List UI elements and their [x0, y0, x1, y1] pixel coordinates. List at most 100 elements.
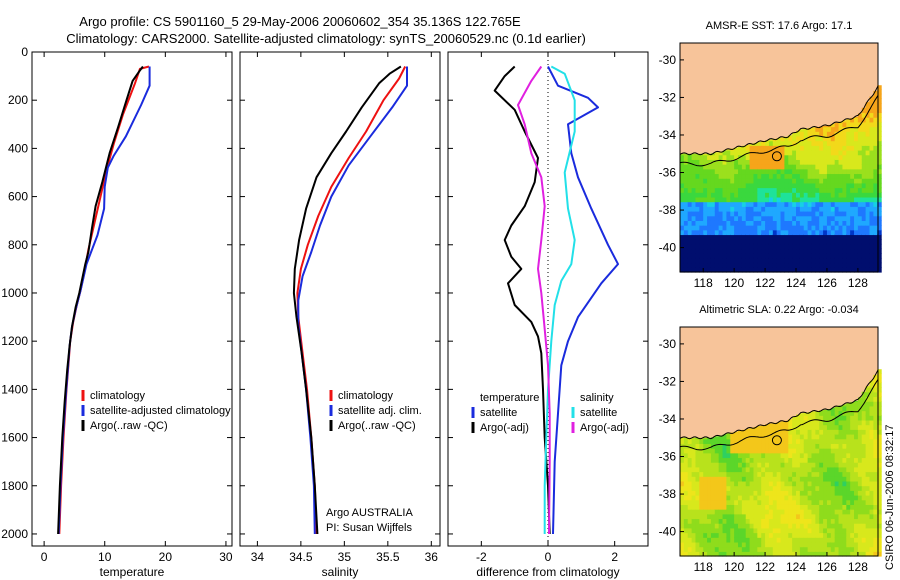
- field-cell: [788, 225, 793, 231]
- field-cell: [857, 239, 863, 245]
- field-cell: [869, 98, 874, 104]
- field-cell: [873, 377, 878, 383]
- field-cell: [796, 149, 801, 156]
- field-cell: [877, 234, 882, 240]
- field-cell: [699, 225, 704, 231]
- field-cell: [792, 168, 797, 175]
- field-cell: [838, 452, 844, 459]
- field-cell: [680, 457, 685, 463]
- field-cell: [757, 267, 762, 273]
- field-cell: [734, 147, 739, 151]
- field-cell: [873, 192, 878, 198]
- field-cell: [803, 140, 809, 146]
- field-cell: [850, 159, 855, 165]
- field-cell: [869, 107, 874, 114]
- field-cell: [738, 471, 743, 477]
- field-cell: [772, 149, 778, 156]
- field-cell: [765, 457, 770, 463]
- field-cell: [857, 262, 863, 268]
- field-cell: [788, 257, 793, 264]
- field-cell: [780, 187, 786, 193]
- field-cell: [730, 159, 735, 165]
- field-cell: [869, 253, 874, 259]
- field-cell: [850, 164, 855, 170]
- field-cell: [772, 546, 778, 552]
- field-cell: [803, 164, 809, 170]
- field-cell: [873, 401, 878, 407]
- field-cell: [834, 173, 840, 179]
- field-cell: [730, 452, 735, 459]
- field-cell: [695, 173, 700, 179]
- field-cell: [869, 225, 874, 231]
- field-cell: [710, 187, 716, 193]
- field-cell: [830, 433, 836, 440]
- field-cell: [718, 527, 724, 534]
- field-cell: [815, 187, 820, 193]
- field-cell: [826, 239, 832, 245]
- field-cell: [807, 178, 813, 184]
- field-cell: [722, 253, 728, 259]
- field-cell: [765, 513, 770, 520]
- field-cell: [807, 131, 813, 137]
- field-cell: [842, 225, 847, 231]
- field-cell: [757, 168, 762, 175]
- field-cell: [738, 448, 743, 454]
- field-cell: [768, 423, 774, 426]
- field-cell: [830, 248, 836, 254]
- field-cell: [699, 466, 704, 473]
- field-cell: [753, 476, 758, 482]
- field-cell: [861, 234, 867, 240]
- field-cell: [823, 234, 828, 240]
- field-cell: [765, 262, 770, 268]
- field-cell: [768, 239, 774, 245]
- field-cell: [726, 490, 731, 496]
- field-cell: [830, 438, 836, 444]
- field-cell: [699, 182, 704, 189]
- field-cell: [730, 229, 735, 236]
- field-cell: [842, 415, 847, 421]
- field-cell: [749, 471, 755, 477]
- x-tick-label: 34.5: [289, 550, 313, 564]
- field-cell: [819, 225, 824, 231]
- field-cell: [695, 196, 700, 203]
- field-cell: [761, 499, 766, 505]
- field-cell: [683, 187, 689, 193]
- field-cell: [788, 201, 793, 207]
- field-cell: [796, 466, 801, 473]
- field-cell: [819, 248, 824, 254]
- field-cell: [768, 139, 774, 142]
- temperature-profile-panel: 0 10 20 30020040060080010001200140016001800…: [1, 45, 233, 579]
- field-cell: [788, 532, 793, 538]
- field-cell: [726, 159, 731, 165]
- field-cell: [819, 443, 824, 449]
- field-cell: [815, 504, 820, 510]
- field-cell: [792, 527, 797, 534]
- field-cell: [757, 178, 762, 184]
- field-cell: [691, 248, 697, 254]
- field-cell: [776, 243, 782, 250]
- field-cell: [830, 154, 836, 160]
- field-cell: [815, 182, 820, 189]
- field-cell: [823, 206, 828, 212]
- field-cell: [838, 490, 844, 496]
- field-cell: [695, 182, 700, 189]
- field-cell: [784, 420, 789, 426]
- field-cell: [861, 196, 867, 203]
- field-cell: [707, 168, 712, 175]
- field-cell: [757, 476, 762, 482]
- field-cell: [687, 178, 693, 184]
- field-cell: [854, 480, 859, 487]
- field-cell: [834, 253, 840, 259]
- field-cell: [877, 225, 882, 231]
- field-cell: [784, 476, 789, 482]
- field-cell: [819, 215, 824, 221]
- field-cell: [792, 495, 797, 501]
- field-cell: [691, 518, 697, 524]
- x-tick-label: 0: [41, 550, 48, 564]
- field-cell: [699, 476, 704, 482]
- field-cell: [842, 135, 847, 142]
- field-cell: [687, 267, 693, 273]
- field-cell: [680, 257, 685, 264]
- field-cell: [703, 541, 708, 548]
- field-cell: [823, 149, 828, 156]
